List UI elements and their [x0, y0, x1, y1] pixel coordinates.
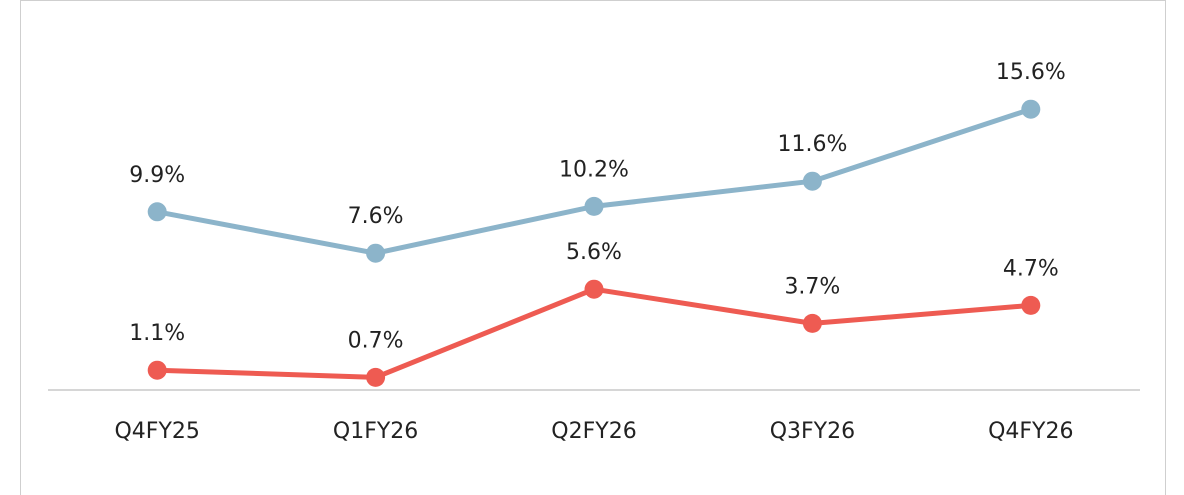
data-label: 5.6%: [566, 240, 622, 265]
data-point: [584, 279, 604, 299]
x-tick-label: Q4FY25: [114, 419, 199, 444]
x-tick-label: Q3FY26: [770, 419, 855, 444]
data-point: [584, 196, 604, 216]
data-point: [147, 202, 167, 222]
x-tick-label: Q4FY26: [988, 419, 1073, 444]
x-tick-label: Q2FY26: [551, 419, 636, 444]
data-point: [366, 243, 386, 263]
data-point: [802, 313, 822, 333]
data-label: 7.6%: [348, 204, 404, 229]
data-point: [147, 360, 167, 380]
data-point: [366, 367, 386, 387]
data-label: 4.7%: [1003, 256, 1059, 281]
data-label: 10.2%: [559, 157, 629, 182]
data-label: 15.6%: [996, 60, 1066, 85]
data-point: [802, 171, 822, 191]
data-label: 3.7%: [784, 274, 840, 299]
data-label: 9.9%: [129, 163, 185, 188]
data-label: 11.6%: [777, 132, 847, 157]
data-point: [1021, 99, 1041, 119]
data-point: [1021, 295, 1041, 315]
data-label: 0.7%: [348, 328, 404, 353]
data-label: 1.1%: [129, 321, 185, 346]
chart-frame: [20, 0, 1166, 495]
x-tick-label: Q1FY26: [333, 419, 418, 444]
